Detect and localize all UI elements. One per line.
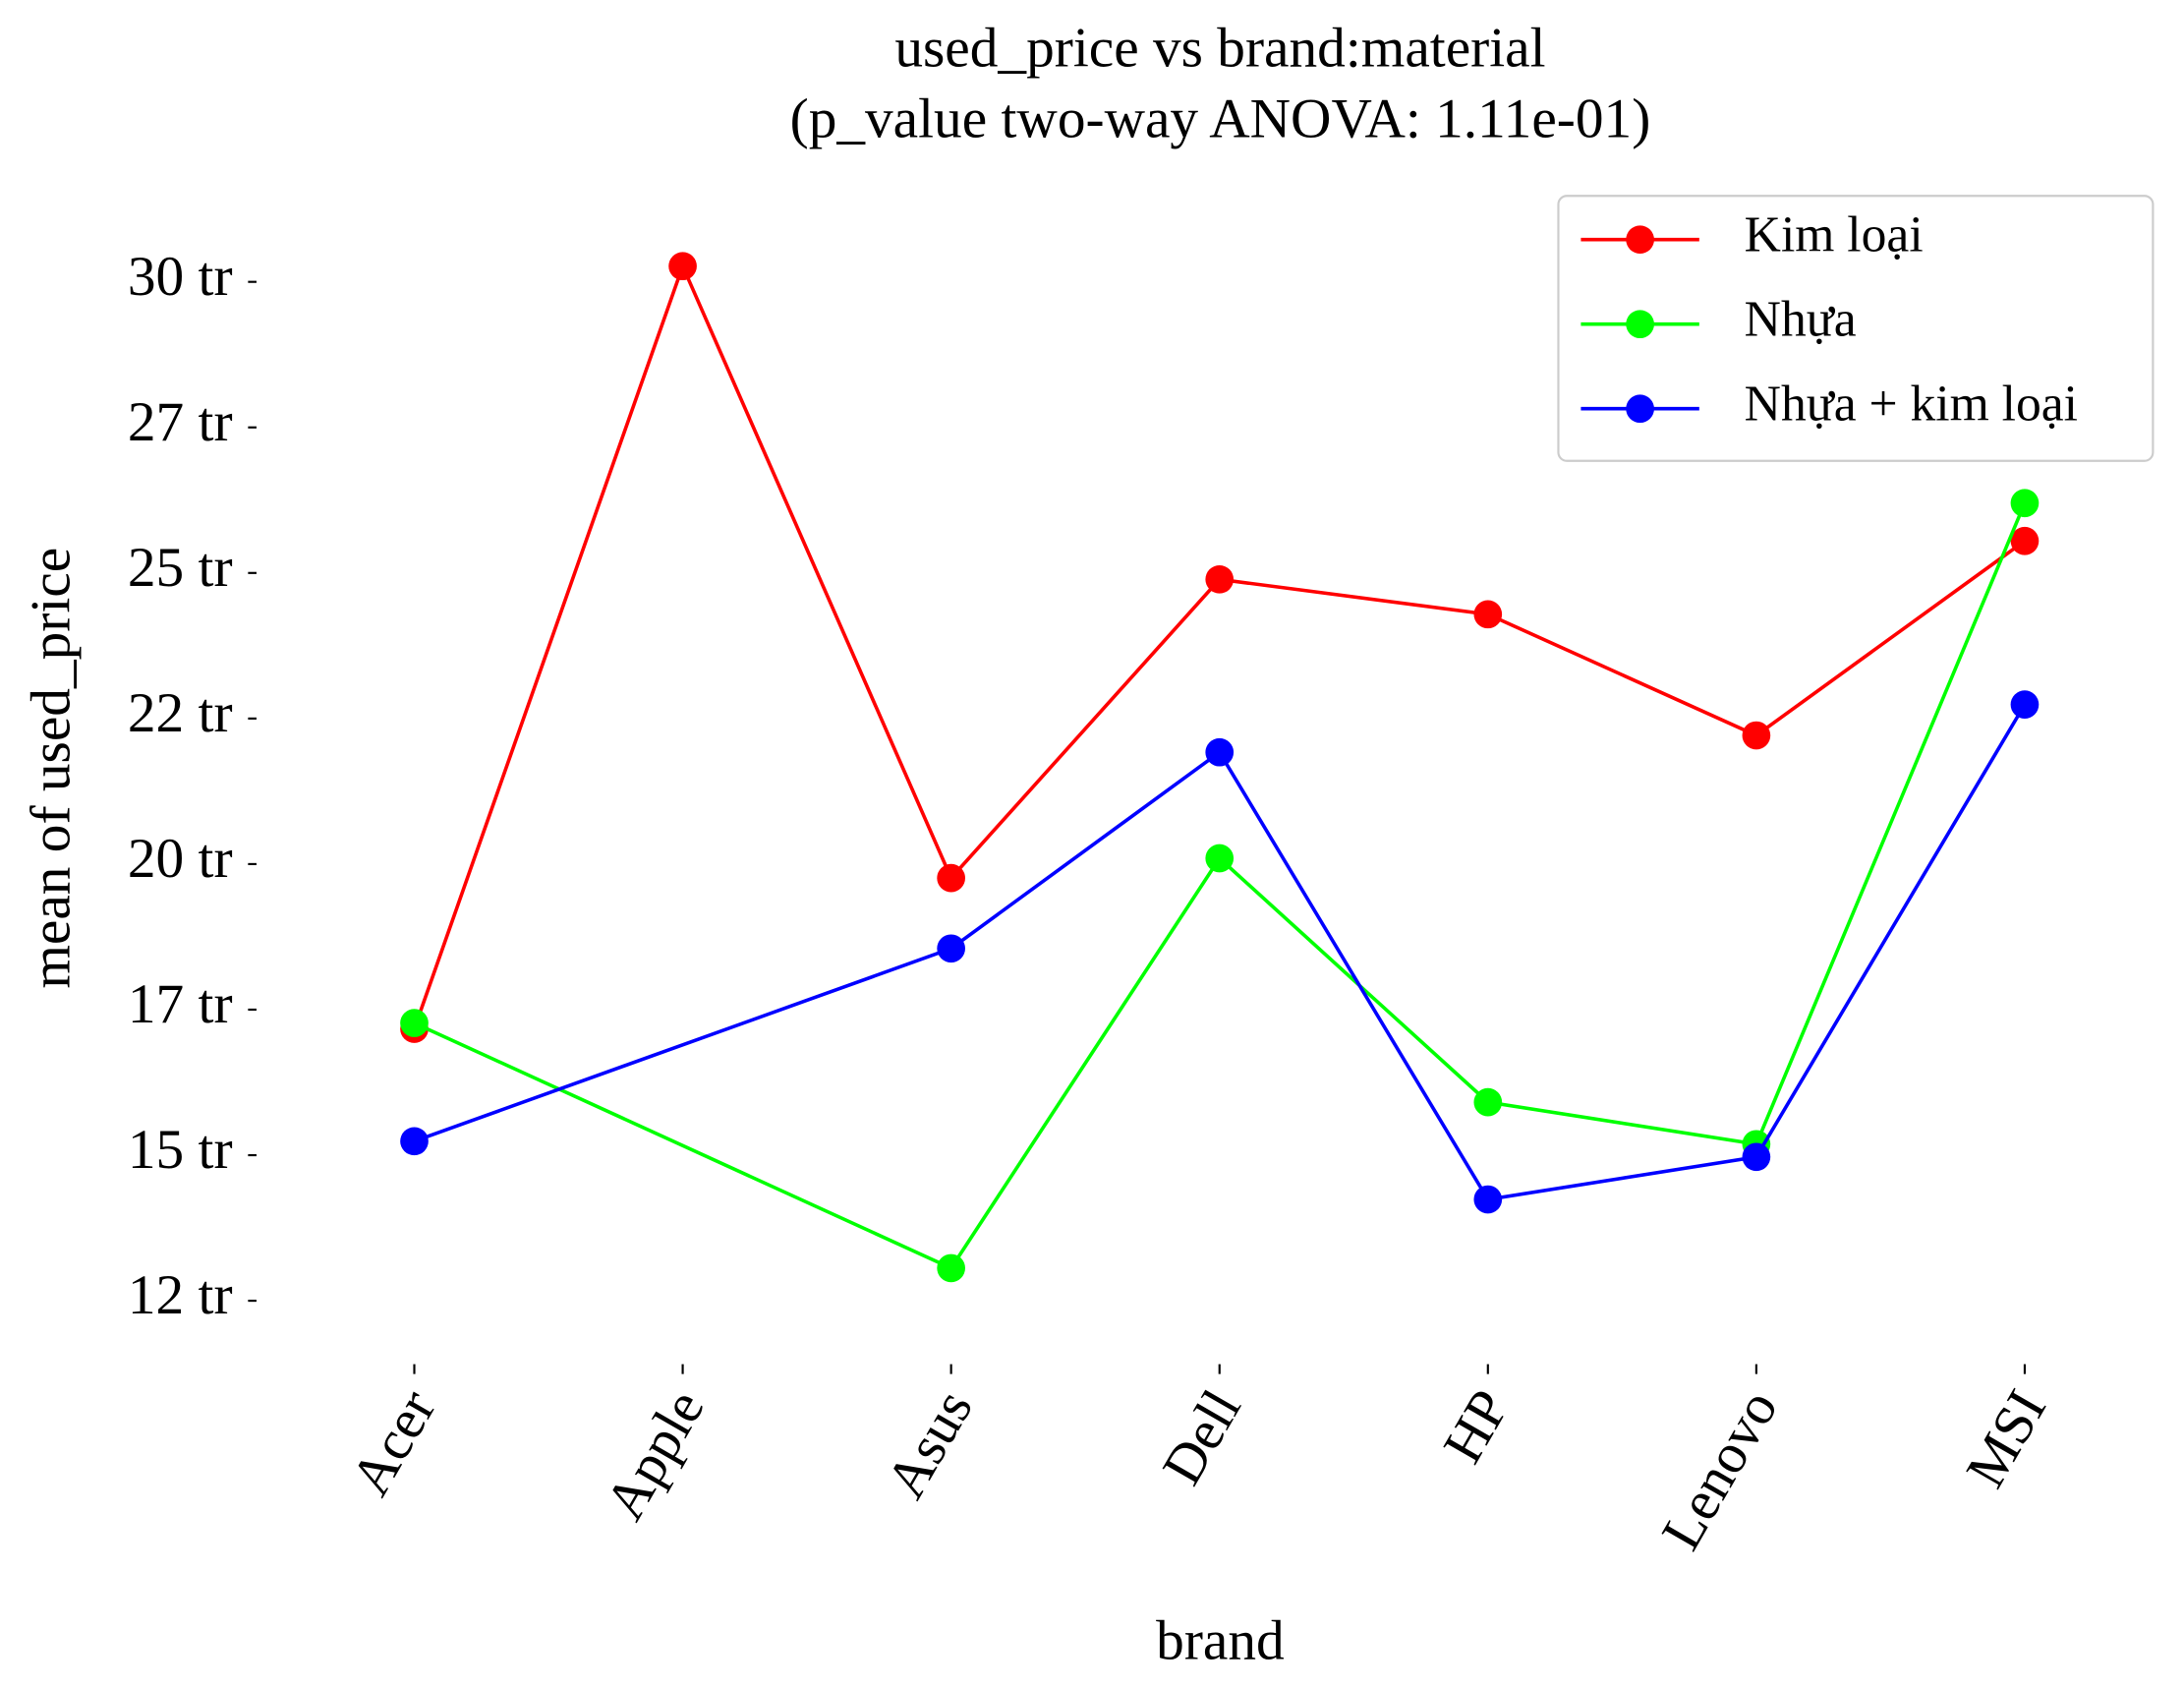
x-tick-label: MSI: [1955, 1380, 2059, 1498]
y-tick-label: 22 tr: [128, 682, 233, 744]
data-point: [1742, 1142, 1771, 1172]
chart-subtitle: (p_value two-way ANOVA: 1.11e-01): [790, 87, 1651, 149]
y-tick-label: 25 tr: [128, 537, 233, 599]
y-tick-label: 15 tr: [128, 1119, 233, 1181]
y-tick-label: 30 tr: [128, 246, 233, 308]
series-line: [413, 703, 2027, 1201]
data-point: [2010, 690, 2040, 719]
data-point: [400, 1009, 429, 1037]
y-tick-label: 27 tr: [128, 391, 233, 453]
data-point: [2010, 526, 2040, 555]
data-point: [668, 252, 697, 281]
data-point: [937, 863, 965, 893]
legend-marker: [1626, 394, 1654, 424]
x-tick-label: Asus: [875, 1380, 985, 1509]
y-axis-label: mean of used_price: [21, 548, 83, 989]
x-tick-label: Acer: [339, 1380, 447, 1506]
x-axis-label: brand: [1156, 1609, 1285, 1671]
x-tick-label: Lenovo: [1650, 1380, 1790, 1560]
data-point: [1205, 844, 1235, 873]
data-point: [2010, 489, 2040, 518]
legend-label: Nhựa + kim loại: [1745, 377, 2078, 433]
legend-label: Nhựa: [1745, 292, 1857, 348]
x-tick-label: Apple: [594, 1380, 717, 1531]
data-point: [1205, 564, 1235, 594]
x-tick-label: HP: [1432, 1380, 1522, 1474]
x-tick-label: Dell: [1151, 1380, 1253, 1495]
data-point: [937, 934, 965, 963]
data-point: [1742, 721, 1771, 750]
legend-box: [1557, 195, 2155, 462]
series-line: [413, 502, 2027, 1271]
data-point: [1473, 1185, 1503, 1214]
data-point: [937, 1253, 965, 1283]
y-tick-label: 12 tr: [128, 1264, 233, 1326]
data-point: [1473, 1087, 1503, 1117]
legend-label: Kim loại: [1745, 207, 1924, 263]
data-point: [400, 1127, 429, 1156]
legend-marker: [1626, 310, 1654, 339]
data-point: [1473, 600, 1503, 629]
y-tick-label: 20 tr: [128, 828, 233, 890]
chart-title: used_price vs brand:material: [894, 18, 1545, 80]
legend-marker: [1626, 225, 1654, 255]
data-point: [1205, 737, 1235, 767]
y-tick-label: 17 tr: [128, 973, 233, 1035]
